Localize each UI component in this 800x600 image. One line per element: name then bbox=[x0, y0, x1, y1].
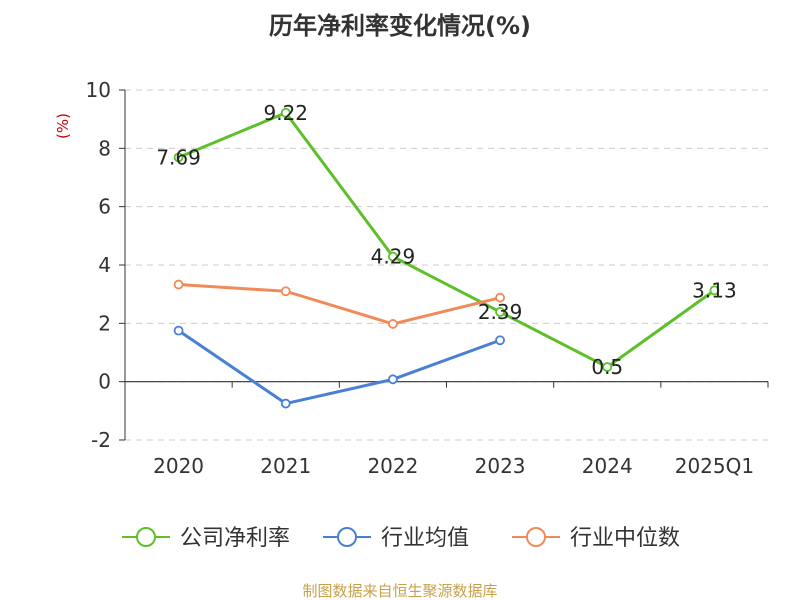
series-line-1 bbox=[177, 329, 501, 406]
legend-item-2[interactable]: 行业中位数 bbox=[512, 526, 680, 551]
legend-label: 公司净利率 bbox=[180, 526, 290, 551]
data-label: 7.69 bbox=[156, 145, 201, 169]
x-tick-label: 2024 bbox=[582, 454, 633, 478]
x-tick-label: 2023 bbox=[475, 454, 526, 478]
legend-label: 行业中位数 bbox=[570, 526, 680, 551]
legend-marker bbox=[526, 527, 546, 547]
legend-item-1[interactable]: 行业均值 bbox=[323, 526, 469, 551]
data-point[interactable] bbox=[280, 107, 291, 118]
y-tick-label: 6 bbox=[98, 195, 111, 219]
legend-label: 行业均值 bbox=[381, 526, 469, 551]
data-point[interactable] bbox=[495, 292, 505, 303]
axes: -2 0 2 4 6 8 10 2020 2021 2022 2023 2024 2025Q1 bbox=[86, 78, 769, 478]
y-axis-label: (%) bbox=[54, 113, 72, 139]
data-point[interactable] bbox=[173, 152, 184, 163]
data-label: 3.13 bbox=[692, 278, 737, 302]
legend-marker bbox=[136, 527, 156, 547]
data-point[interactable] bbox=[280, 398, 291, 409]
y-tick-label: 8 bbox=[98, 136, 111, 160]
data-label: 9.22 bbox=[263, 101, 308, 125]
x-tick-label: 2021 bbox=[260, 454, 311, 478]
y-tick-label: 10 bbox=[86, 78, 111, 102]
data-point[interactable] bbox=[602, 362, 613, 372]
legend-item-0[interactable]: 公司净利率 bbox=[122, 526, 290, 551]
source-note: 制图数据来自恒生聚源数据库 bbox=[302, 582, 497, 600]
legend: 公司净利率 行业均值 行业中位数 bbox=[122, 526, 680, 551]
data-point[interactable] bbox=[173, 279, 184, 290]
data-point[interactable] bbox=[388, 319, 398, 329]
data-point[interactable] bbox=[709, 285, 720, 296]
y-tick-label: -2 bbox=[91, 428, 111, 452]
data-point[interactable] bbox=[495, 307, 505, 317]
chart-title: 历年净利率变化情况(%) bbox=[269, 12, 531, 40]
series-line-0 bbox=[178, 111, 716, 369]
data-labels: 7.69 9.22 4.29 2.39 0.5 3.13 bbox=[156, 101, 736, 379]
y-tick-label: 0 bbox=[98, 370, 111, 394]
legend-marker bbox=[337, 527, 357, 547]
x-tick-label: 2022 bbox=[367, 454, 418, 478]
data-point[interactable] bbox=[495, 335, 505, 346]
x-tick-label: 2025Q1 bbox=[675, 454, 754, 478]
data-label: 2.39 bbox=[478, 300, 523, 324]
y-tick-label: 2 bbox=[98, 311, 111, 335]
data-label: 0.5 bbox=[591, 355, 623, 379]
x-tick-label: 2020 bbox=[153, 454, 204, 478]
data-point[interactable] bbox=[173, 325, 184, 336]
data-point[interactable] bbox=[280, 286, 291, 297]
data-point[interactable] bbox=[388, 374, 398, 385]
series-line-2 bbox=[178, 283, 501, 326]
y-tick-label: 4 bbox=[98, 253, 111, 277]
data-point[interactable] bbox=[388, 251, 398, 262]
data-label: 4.29 bbox=[371, 245, 416, 269]
series-layer bbox=[173, 107, 720, 409]
